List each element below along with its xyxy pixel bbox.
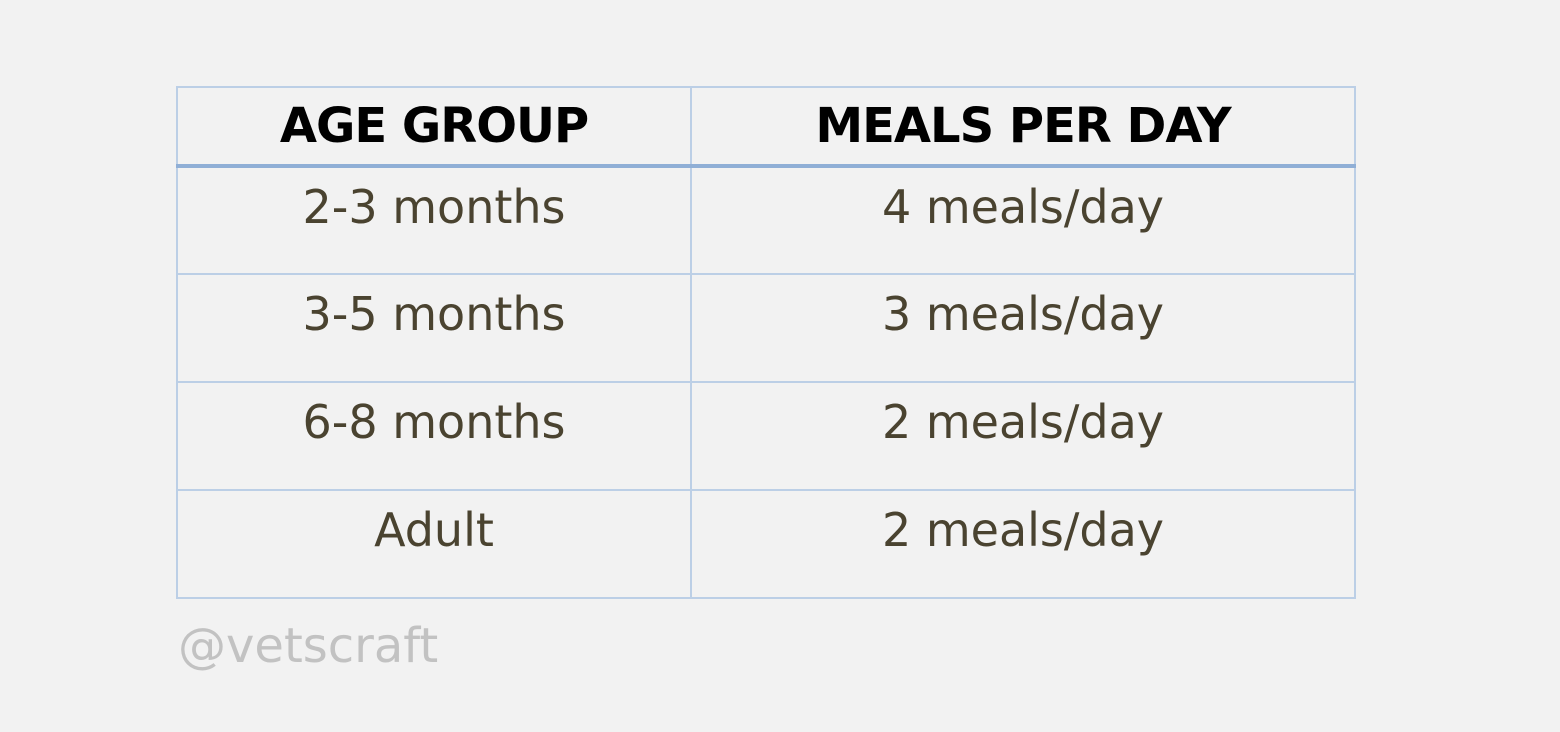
feeding-table-container: AGE GROUP MEALS PER DAY 2-3 months 4 mea… — [176, 86, 1356, 599]
age-group-cell: 3-5 months — [176, 273, 692, 383]
meals-per-day-cell: 2 meals/day — [690, 381, 1356, 491]
table-row: 3-5 months 3 meals/day — [176, 273, 1356, 383]
table-body: 2-3 months 4 meals/day 3-5 months 3 meal… — [176, 165, 1356, 599]
watermark: @vetscraft — [178, 618, 439, 674]
header-age-group: AGE GROUP — [176, 86, 692, 168]
header-meals-per-day: MEALS PER DAY — [690, 86, 1356, 168]
table-row: Adult 2 meals/day — [176, 489, 1356, 599]
age-group-cell: Adult — [176, 489, 692, 599]
age-group-cell: 6-8 months — [176, 381, 692, 491]
table-row: 2-3 months 4 meals/day — [176, 165, 1356, 275]
meals-per-day-cell: 2 meals/day — [690, 489, 1356, 599]
age-group-cell: 2-3 months — [176, 165, 692, 275]
feeding-table: AGE GROUP MEALS PER DAY 2-3 months 4 mea… — [176, 86, 1356, 599]
meals-per-day-cell: 4 meals/day — [690, 165, 1356, 275]
table-row: 6-8 months 2 meals/day — [176, 381, 1356, 491]
header-row: AGE GROUP MEALS PER DAY — [176, 86, 1356, 168]
table-header: AGE GROUP MEALS PER DAY — [176, 86, 1356, 168]
meals-per-day-cell: 3 meals/day — [690, 273, 1356, 383]
